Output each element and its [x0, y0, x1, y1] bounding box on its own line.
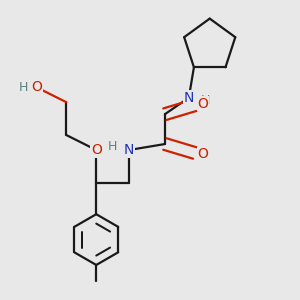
Text: O: O: [198, 97, 208, 111]
Text: N: N: [124, 143, 134, 157]
Text: O: O: [198, 148, 208, 161]
Text: N: N: [184, 91, 194, 105]
Text: H: H: [18, 81, 28, 94]
Text: O: O: [91, 143, 102, 157]
Text: H: H: [201, 94, 210, 107]
Text: O: O: [31, 80, 42, 94]
Text: H: H: [108, 140, 117, 153]
